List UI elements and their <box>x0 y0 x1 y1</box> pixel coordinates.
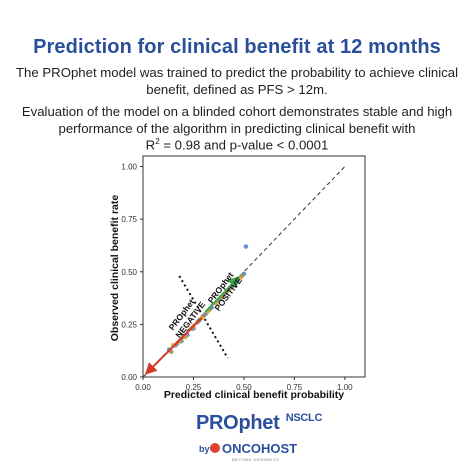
cutoff-line <box>178 275 229 359</box>
brand-by: by <box>199 444 210 454</box>
x-tick-label: 0.75 <box>287 383 303 392</box>
positive-arrow <box>204 275 240 313</box>
y-tick-label: 0.75 <box>121 215 137 224</box>
brand-company: ONCOHOST <box>222 441 298 456</box>
r-symbol: R <box>145 137 156 153</box>
y-tick-label: 0.50 <box>121 268 137 277</box>
y-tick-label: 0.00 <box>121 373 137 382</box>
negative-arrow <box>144 317 203 375</box>
x-tick-label: 0.50 <box>236 383 252 392</box>
calibration-chart: 0.00 0.25 0.50 0.75 1.00 0.00 0.25 0.50 0.75 1.0… <box>109 155 366 401</box>
intro-paragraph: The PROphet model was trained to predict… <box>15 65 458 97</box>
x-axis-label: Predicted clinical benefit probability <box>164 389 344 401</box>
page-title: Prediction for clinical benefit at 12 mo… <box>33 36 441 58</box>
x-tick-label: 0.00 <box>135 383 151 392</box>
brand-name: PROphet NSCLC <box>196 412 323 434</box>
x-tick-label: 0.25 <box>186 383 202 392</box>
data-point-series-1 <box>243 244 249 249</box>
y-tick-label: 1.00 <box>121 163 137 172</box>
r-exponent: 2 <box>155 137 160 146</box>
plot-frame <box>142 155 366 378</box>
brand-logo: PROphet NSCLC by ONCOHOST BEYOND GENOMIC… <box>0 410 474 474</box>
y-tick-label: 0.25 <box>121 320 137 329</box>
brand-tagline: BEYOND GENOMICS <box>232 457 280 462</box>
statistics-values: = 0.98 and p-value < 0.0001 <box>159 137 329 153</box>
statistics-line: R2 = 0.98 and p-value < 0.0001 <box>0 137 474 152</box>
evaluation-paragraph: Evaluation of the model on a blinded coh… <box>21 104 453 136</box>
oncohost-logo-icon <box>210 443 220 453</box>
x-tick-label: 1.00 <box>337 383 353 392</box>
brand-suffix: NSCLC <box>285 412 323 424</box>
y-axis-label: Observed clinical benefit rate <box>109 195 121 342</box>
